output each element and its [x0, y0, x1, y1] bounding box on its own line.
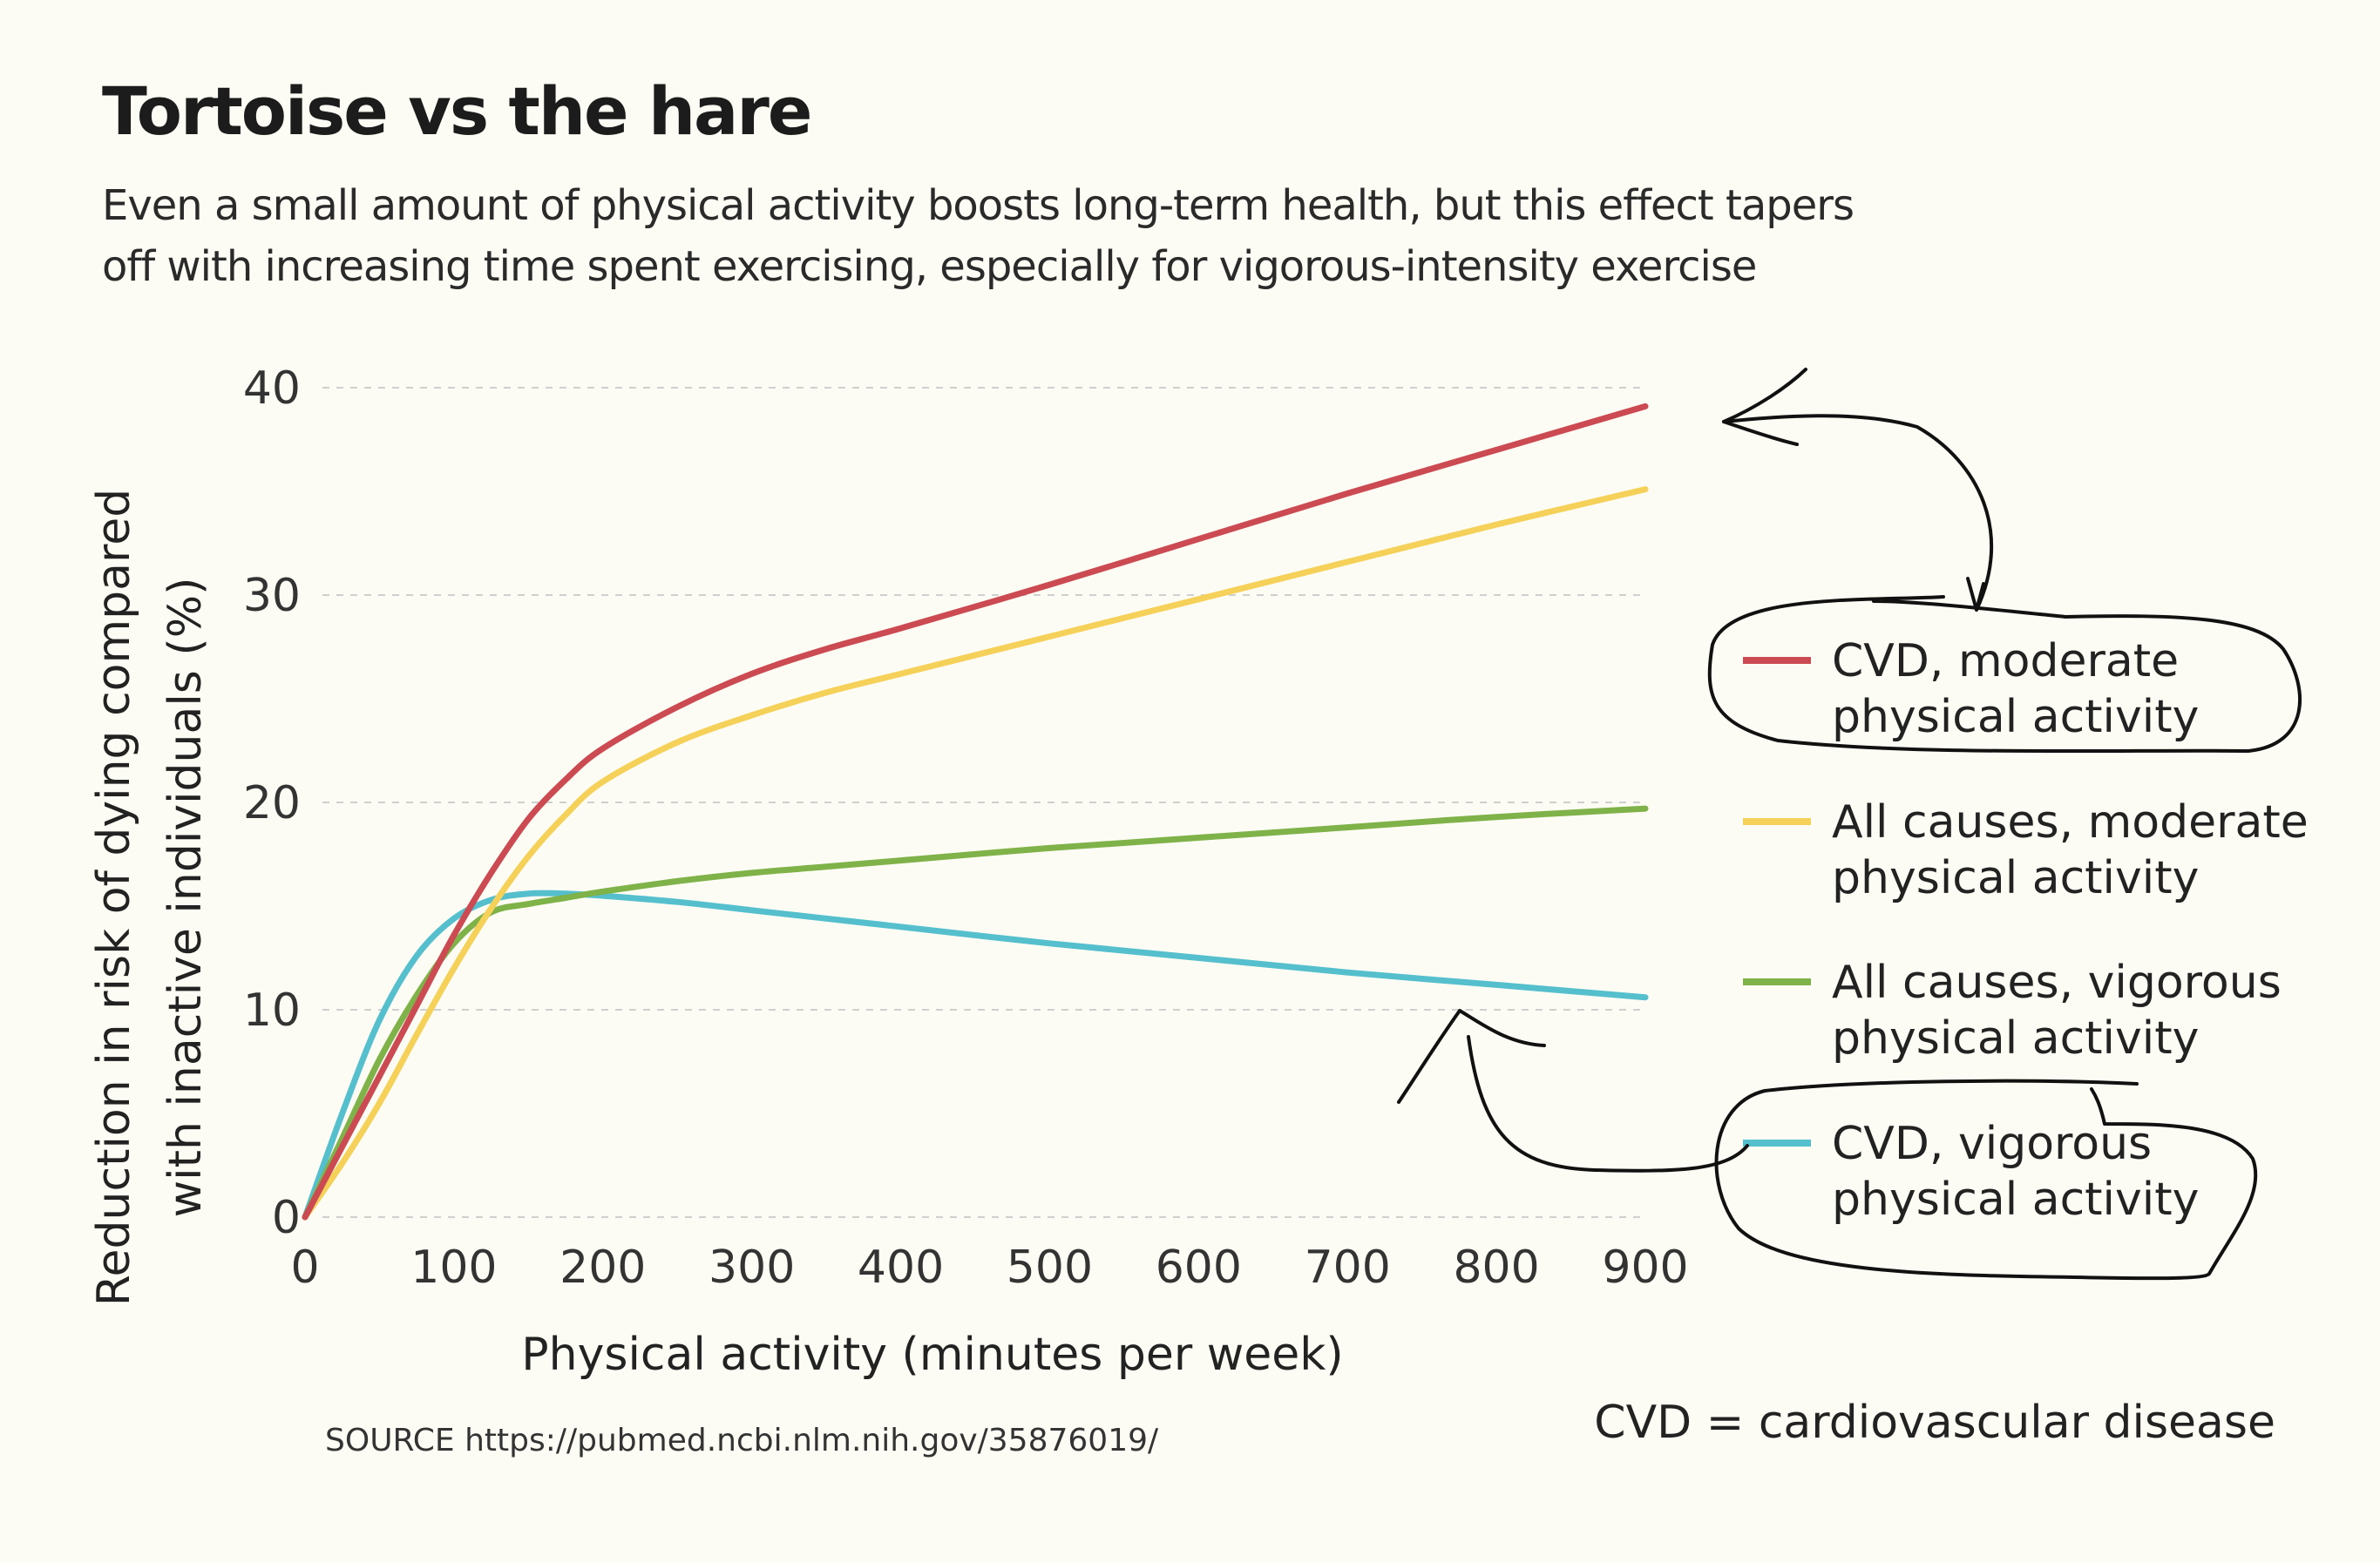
- legend-label-2-line-2: physical activity: [1832, 1012, 2199, 1065]
- series-line-2: [302, 805, 1649, 1221]
- annotation-arrowhead-bottom: [1397, 1009, 1546, 1104]
- series-lines: [302, 403, 1649, 1221]
- x-tick-label: 100: [410, 1242, 497, 1294]
- source-note: SOURCE https://pubmed.ncbi.nlm.nih.gov/3…: [325, 1423, 1159, 1458]
- y-tick-label: 30: [243, 570, 301, 622]
- x-tick-label: 400: [858, 1242, 944, 1294]
- handwritten-annotations: [1397, 368, 2302, 1281]
- annotation-arrowhead-tick: [1966, 577, 1985, 612]
- x-tick-label: 900: [1602, 1242, 1688, 1294]
- legend-label-3-line-1: CVD, vigorous: [1832, 1118, 2152, 1170]
- legend-label-1-line-2: physical activity: [1832, 852, 2199, 904]
- legend-label-1-line-1: All causes, moderate: [1832, 796, 2309, 849]
- chart-subtitle-line-2: off with increasing time spent exercisin…: [102, 242, 1756, 291]
- legend-label-2-line-1: All causes, vigorous: [1832, 957, 2282, 1009]
- legend-label-0-line-1: CVD, moderate: [1832, 635, 2179, 687]
- x-tick-label: 600: [1156, 1242, 1242, 1294]
- legend-label-0-line-2: physical activity: [1832, 691, 2199, 743]
- y-tick-label: 0: [272, 1192, 301, 1244]
- x-axis-ticks: 0 100 200 300 400 500 600 700 800 900: [290, 1242, 1688, 1294]
- annotation-arrowhead-top: [1722, 368, 1807, 446]
- x-tick-label: 0: [290, 1242, 319, 1294]
- legend-label-3-line-2: physical activity: [1832, 1174, 2199, 1226]
- y-axis-label-line-2: with inactive individuals (%): [159, 578, 212, 1218]
- series-line-0: [302, 403, 1649, 1221]
- series-line-3: [302, 890, 1649, 1221]
- annotation-loop-cvd-vigorous: [1714, 1079, 2258, 1281]
- x-tick-label: 200: [559, 1242, 646, 1294]
- y-tick-label: 20: [243, 777, 301, 829]
- chart-subtitle-line-1: Even a small amount of physical activity…: [102, 181, 1854, 230]
- x-axis-label: Physical activity (minutes per week): [521, 1329, 1343, 1381]
- series-line-1: [302, 486, 1649, 1221]
- y-tick-label: 10: [243, 984, 301, 1037]
- x-tick-label: 300: [709, 1242, 795, 1294]
- footnote-cvd-definition: CVD = cardiovascular disease: [1594, 1397, 2275, 1449]
- y-tick-label: 40: [243, 362, 301, 415]
- annotation-arrow-curve-top: [1722, 414, 1994, 612]
- gridlines: [322, 387, 1645, 1218]
- y-axis-label-line-1: Reduction in risk of dying compared: [88, 489, 140, 1307]
- annotation-loop-cvd-moderate: [1707, 595, 2302, 754]
- x-tick-label: 700: [1305, 1242, 1391, 1294]
- annotation-arrow-curve-bottom: [1467, 1035, 1749, 1173]
- x-tick-label: 800: [1453, 1242, 1539, 1294]
- y-axis-ticks: 0 10 20 30 40: [243, 362, 301, 1244]
- x-tick-label: 500: [1007, 1242, 1093, 1294]
- chart-title: Tortoise vs the hare: [102, 72, 810, 150]
